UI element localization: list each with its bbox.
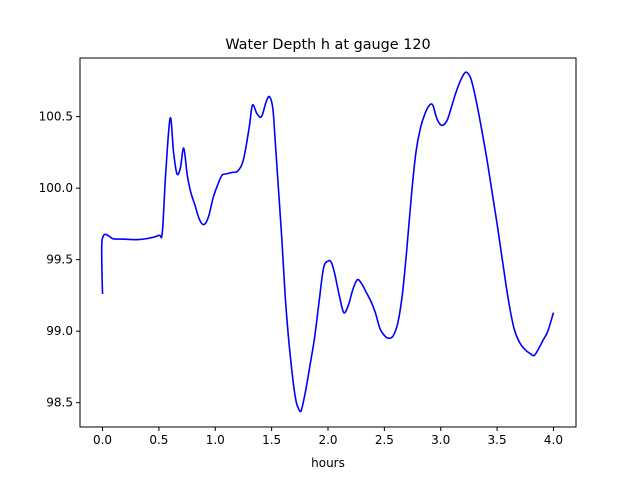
x-axis: 0.0 0.5 1.0 1.5 2.0 2.5 3.0 3.5 4.0 (93, 427, 563, 447)
x-axis-label: hours (311, 456, 345, 470)
y-tick-label: 99.5 (46, 253, 73, 267)
series-layer (100, 71, 555, 413)
x-tick-label: 4.0 (544, 433, 563, 447)
chart-title: Water Depth h at gauge 120 (225, 37, 430, 53)
x-tick-label: 3.5 (488, 433, 507, 447)
x-tick-label: 1.0 (206, 433, 225, 447)
y-tick-label: 100.5 (39, 110, 73, 124)
plot-frame (79, 57, 577, 428)
x-tick-label: 2.0 (318, 433, 337, 447)
y-axis: 98.5 99.0 99.5 100.0 100.5 (39, 110, 80, 410)
x-tick-label: 1.5 (262, 433, 281, 447)
y-tick-label: 98.5 (46, 396, 73, 410)
series-line (100, 71, 555, 413)
x-tick-label: 0.5 (149, 433, 168, 447)
x-tick-label: 3.0 (431, 433, 450, 447)
x-tick-label: 2.5 (375, 433, 394, 447)
y-tick-label: 100.0 (39, 181, 73, 195)
x-tick-label: 0.0 (93, 433, 112, 447)
y-tick-label: 99.0 (46, 324, 73, 338)
